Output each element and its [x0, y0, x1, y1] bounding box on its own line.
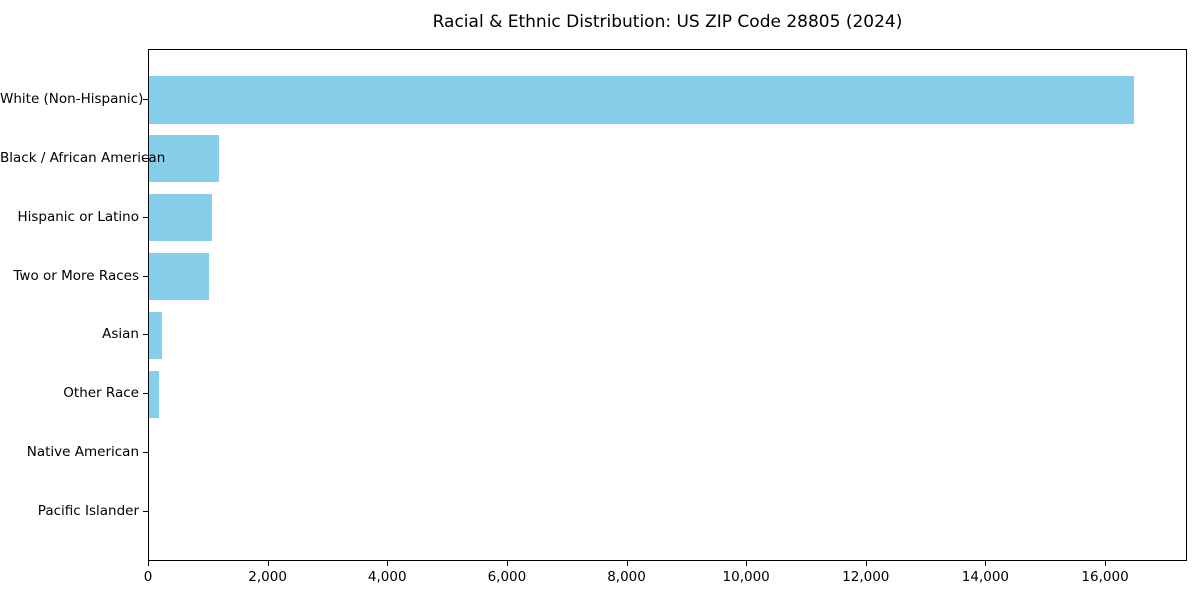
- plot-area: [148, 49, 1187, 561]
- x-axis-tick: [746, 561, 748, 566]
- y-axis-tick: [143, 99, 148, 101]
- y-axis-label: Native American: [26, 444, 139, 461]
- y-axis-tick: [143, 334, 148, 336]
- chart-title: Racial & Ethnic Distribution: US ZIP Cod…: [432, 12, 903, 32]
- y-axis-tick: [143, 510, 148, 512]
- y-axis-label: Pacific Islander: [37, 502, 139, 519]
- y-axis-tick: [143, 157, 148, 159]
- x-axis-tick: [985, 561, 987, 566]
- bar: [149, 370, 159, 418]
- y-axis-label: Asian: [102, 326, 139, 343]
- x-axis-tick: [626, 561, 628, 566]
- x-axis-tick: [506, 561, 508, 566]
- x-axis-tick-label: 6,000: [487, 569, 527, 585]
- bar: [149, 253, 209, 301]
- x-axis-tick-label: 2,000: [248, 569, 287, 585]
- bar: [149, 194, 213, 242]
- x-axis-tick-label: 4,000: [367, 569, 407, 585]
- x-axis-tick-label: 14,000: [961, 569, 1010, 585]
- x-axis-tick: [267, 561, 269, 566]
- bar: [149, 135, 220, 183]
- x-axis-tick-label: 8,000: [607, 569, 646, 585]
- y-axis-label: White (Non-Hispanic): [0, 91, 144, 108]
- y-axis-tick: [143, 216, 148, 218]
- x-axis-tick-label: 0: [143, 569, 153, 585]
- y-axis-tick: [143, 452, 148, 454]
- x-axis-tick: [1105, 561, 1107, 566]
- bar: [149, 76, 1135, 124]
- y-axis-label: Hispanic or Latino: [17, 208, 139, 225]
- x-axis-tick: [387, 561, 389, 566]
- x-axis-tick: [865, 561, 867, 566]
- bar: [149, 311, 163, 359]
- y-axis-label: Other Race: [63, 385, 139, 402]
- y-axis-tick: [143, 393, 148, 395]
- x-axis-tick-label: 10,000: [722, 569, 770, 585]
- x-axis-tick-label: 16,000: [1081, 569, 1129, 585]
- x-axis-tick-label: 12,000: [842, 569, 890, 585]
- x-axis-tick: [148, 561, 149, 566]
- y-axis-tick: [143, 275, 148, 277]
- y-axis-label: Two or More Races: [13, 267, 139, 284]
- y-axis-label: Black / African American: [0, 149, 166, 166]
